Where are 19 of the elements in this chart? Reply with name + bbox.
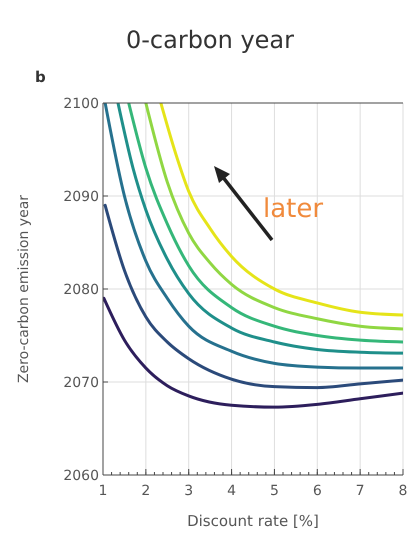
x-tick-label: 4 — [227, 483, 236, 499]
x-axis-title: Discount rate [%] — [187, 512, 319, 530]
text: b — [35, 68, 46, 86]
x-tick-label: 3 — [184, 483, 194, 499]
x-tick-label: 7 — [356, 483, 365, 499]
x-tick-label: 6 — [312, 483, 322, 499]
y-tick-label: 2070 — [63, 375, 99, 391]
y-axis-title: Zero-carbon emission year — [16, 194, 32, 384]
x-tick-label: 8 — [398, 483, 408, 499]
y-tick-label: 2100 — [63, 96, 99, 112]
chart-title: 0-carbon year — [126, 26, 294, 54]
y-tick-label: 2090 — [63, 189, 99, 205]
x-tick-label: 1 — [98, 483, 108, 499]
annotation: later — [263, 194, 324, 224]
y-tick-label: 2060 — [63, 468, 99, 484]
x-tick-label: 2 — [141, 483, 150, 499]
y-tick-label: 2080 — [63, 282, 99, 298]
x-tick-label: 5 — [270, 483, 279, 499]
line-series — [103, 296, 403, 409]
